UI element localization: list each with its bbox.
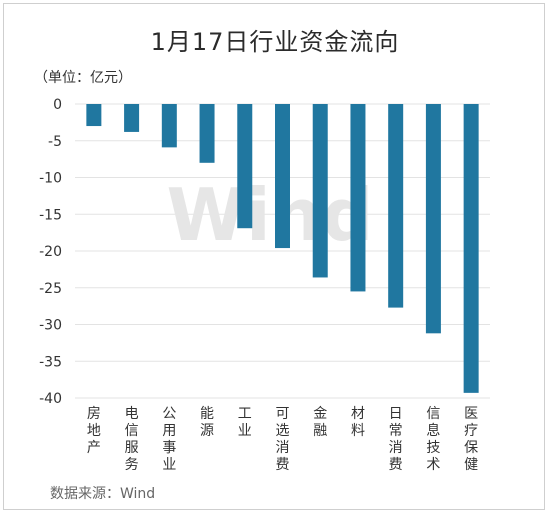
x-category-label: 房地产	[87, 406, 101, 456]
y-tick-label: -5	[48, 134, 62, 150]
chart-title: 1月17日行业资金流向	[150, 28, 400, 56]
y-tick-label: -35	[39, 354, 62, 370]
unit-label: （单位：亿元）	[34, 70, 132, 86]
y-tick-label: -20	[39, 244, 62, 260]
y-tick-label: -10	[39, 171, 62, 187]
bar-9	[425, 104, 441, 334]
bar-5	[275, 104, 290, 249]
x-category-label: 材料	[351, 406, 365, 439]
bar-8	[388, 104, 404, 308]
y-axis-ticks: 0 -5 -10 -15 -20 -25 -30 -35 -40	[39, 97, 62, 407]
bar-10	[463, 104, 479, 393]
y-tick-label: -30	[39, 318, 62, 334]
y-tick-label: -25	[39, 281, 62, 297]
bar-1	[124, 104, 140, 132]
bar-4	[237, 104, 253, 229]
bar-7	[350, 104, 366, 292]
x-category-label: 日常消费	[389, 406, 403, 473]
x-category-label: 可选消费	[276, 406, 290, 473]
x-category-label: 能源	[200, 406, 214, 439]
source-note: 数据来源：Wind	[50, 486, 156, 502]
watermark: Wind	[167, 173, 374, 257]
x-category-label: 公用事业	[162, 406, 176, 473]
x-category-label: 工业	[238, 406, 252, 439]
y-tick-label: -15	[39, 207, 62, 223]
x-category-label: 金融	[313, 406, 327, 439]
bar-6	[312, 104, 328, 278]
bar-2	[161, 104, 177, 148]
chart-frame	[3, 3, 545, 510]
x-category-label: 信息技术	[426, 406, 440, 473]
y-tick-label: -40	[39, 391, 62, 407]
bars	[86, 104, 479, 393]
bar-0	[86, 104, 102, 127]
x-category-label: 电信服务	[125, 406, 139, 473]
bar-3	[199, 104, 215, 163]
x-category-label: 医疗保健	[464, 406, 478, 473]
y-tick-label: 0	[53, 97, 62, 113]
